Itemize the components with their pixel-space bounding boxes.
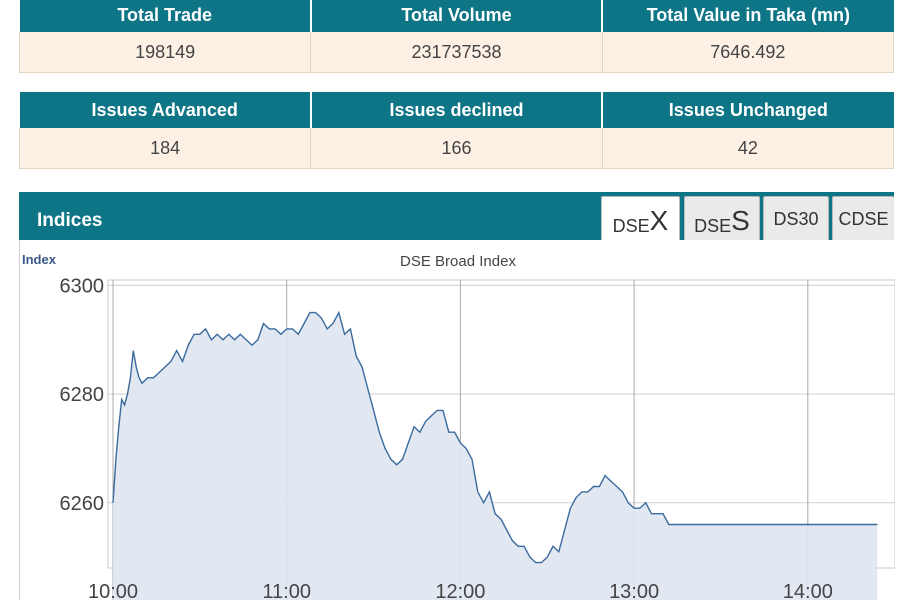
tab-dses[interactable]: DSES (684, 196, 760, 240)
tab-dsex-prefix: DSE (612, 216, 650, 236)
issues-summary-table: Issues Advanced Issues declined Issues U… (18, 92, 895, 169)
trade-summary-table: Total Trade Total Volume Total Value in … (18, 0, 895, 73)
x-tick-label: 12:00 (435, 581, 485, 600)
x-tick-label: 11:00 (262, 581, 311, 600)
issues-declined-value: 166 (310, 128, 603, 169)
issues-advanced-value: 184 (18, 128, 312, 169)
series-line (112, 310, 878, 564)
issues-advanced-header: Issues Advanced (19, 92, 312, 128)
total-value-value: 7646.492 (602, 32, 895, 73)
issues-unchanged-value: 42 (602, 128, 895, 169)
issues-summary-header-row: Issues Advanced Issues declined Issues U… (19, 92, 894, 128)
y-tick-label: 6300 (60, 275, 105, 297)
total-value-header: Total Value in Taka (mn) (602, 0, 894, 32)
total-volume-value: 231737538 (310, 32, 603, 73)
indices-title: Indices (37, 210, 103, 231)
tab-ds30-label: DS30 (773, 209, 819, 229)
trade-summary-header-row: Total Trade Total Volume Total Value in … (19, 0, 894, 32)
total-trade-value: 198149 (18, 32, 312, 73)
tab-dsex[interactable]: DSEX (601, 196, 680, 242)
trade-summary-value-row: 198149 231737538 7646.492 (18, 32, 895, 73)
series-area (113, 312, 878, 600)
y-axis-label: Index (22, 252, 57, 267)
total-volume-header: Total Volume (310, 0, 604, 32)
tab-dsex-suffix: X (649, 205, 669, 236)
tab-cdse-label: CDSE (838, 209, 889, 229)
tab-dses-prefix: DSE (694, 216, 732, 236)
chart-title: DSE Broad Index (400, 253, 516, 270)
issues-summary-value-row: 184 166 42 (18, 128, 895, 169)
x-tick-label: 14:00 (783, 581, 833, 600)
total-trade-header: Total Trade (19, 0, 312, 32)
x-tick-label: 13:00 (609, 581, 659, 600)
chart-plot (112, 310, 878, 600)
tab-dses-suffix: S (731, 205, 750, 236)
chart-container: Index DSE Broad Index 6300 6280 6260 10:00… (19, 240, 896, 603)
dse-broad-index-chart: Index DSE Broad Index 6300 6280 6260 10:00… (22, 252, 896, 603)
x-axis-ticks: 10:00 11:00 12:00 13:00 14:00 (88, 581, 833, 603)
indices-panel-header: Indices DSEX DSES DS30 CDSE (19, 192, 894, 242)
tab-ds30[interactable]: DS30 (763, 196, 829, 240)
y-tick-label: 6260 (60, 493, 105, 515)
issues-unchanged-header: Issues Unchanged (602, 92, 894, 128)
y-tick-label: 6280 (60, 384, 105, 406)
x-tick-label: 10:00 (88, 581, 138, 600)
issues-declined-header: Issues declined (310, 92, 604, 128)
tab-cdse[interactable]: CDSE (832, 196, 894, 240)
y-axis-ticks: 6300 6280 6260 (60, 275, 105, 514)
